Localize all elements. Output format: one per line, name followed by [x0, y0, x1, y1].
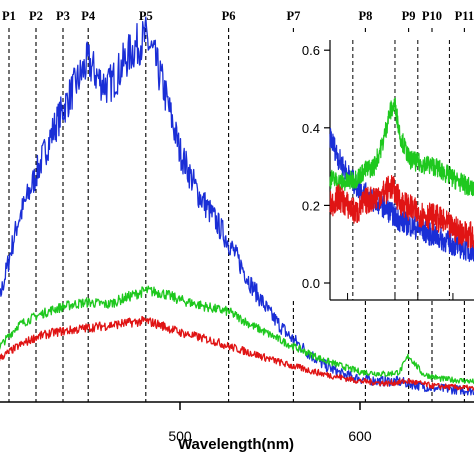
x-axis-title: Wavelength(nm) — [178, 436, 294, 453]
peak-label-p4: P4 — [81, 9, 96, 23]
series-line-2 — [0, 315, 474, 391]
inset-y-ticks: 0.0 0.2 0.4 0.6 — [302, 43, 454, 300]
inset-series — [329, 97, 474, 263]
peak-label-p7: P7 — [286, 9, 300, 23]
peak-label-p10: P10 — [422, 9, 442, 23]
x-ticks: 500 600 — [168, 402, 372, 444]
peak-label-p9: P9 — [402, 9, 416, 23]
inset-y-tick-label-0.2: 0.2 — [302, 198, 320, 213]
peak-label-p11: P11 — [455, 9, 474, 23]
inset-y-tick-label-0.0: 0.0 — [302, 276, 320, 291]
series-line-1 — [0, 285, 474, 385]
inset-y-tick-label-0.4: 0.4 — [302, 121, 320, 136]
peak-label-p8: P8 — [358, 9, 372, 23]
inset-plot: 0.0 0.2 0.4 0.6 — [288, 35, 474, 301]
main-plot: 500 600 P1 P2 P3 P4 P5 P6 P7 P8 P9 P10 P11 Waveleng… — [0, 9, 474, 453]
peak-label-p6: P6 — [222, 9, 236, 23]
x-tick-label-600: 600 — [348, 428, 372, 444]
inset-series-line-1 — [329, 97, 474, 197]
peak-label-p1: P1 — [2, 9, 16, 23]
main-series — [0, 16, 474, 396]
inset-y-tick-label-0.6: 0.6 — [302, 43, 320, 58]
peak-label-p2: P2 — [29, 9, 43, 23]
peak-label-p3: P3 — [56, 9, 70, 23]
x-tick-label-500: 500 — [168, 428, 192, 444]
peak-label-p5: P5 — [139, 9, 153, 23]
inset-series-line-2 — [329, 175, 474, 249]
